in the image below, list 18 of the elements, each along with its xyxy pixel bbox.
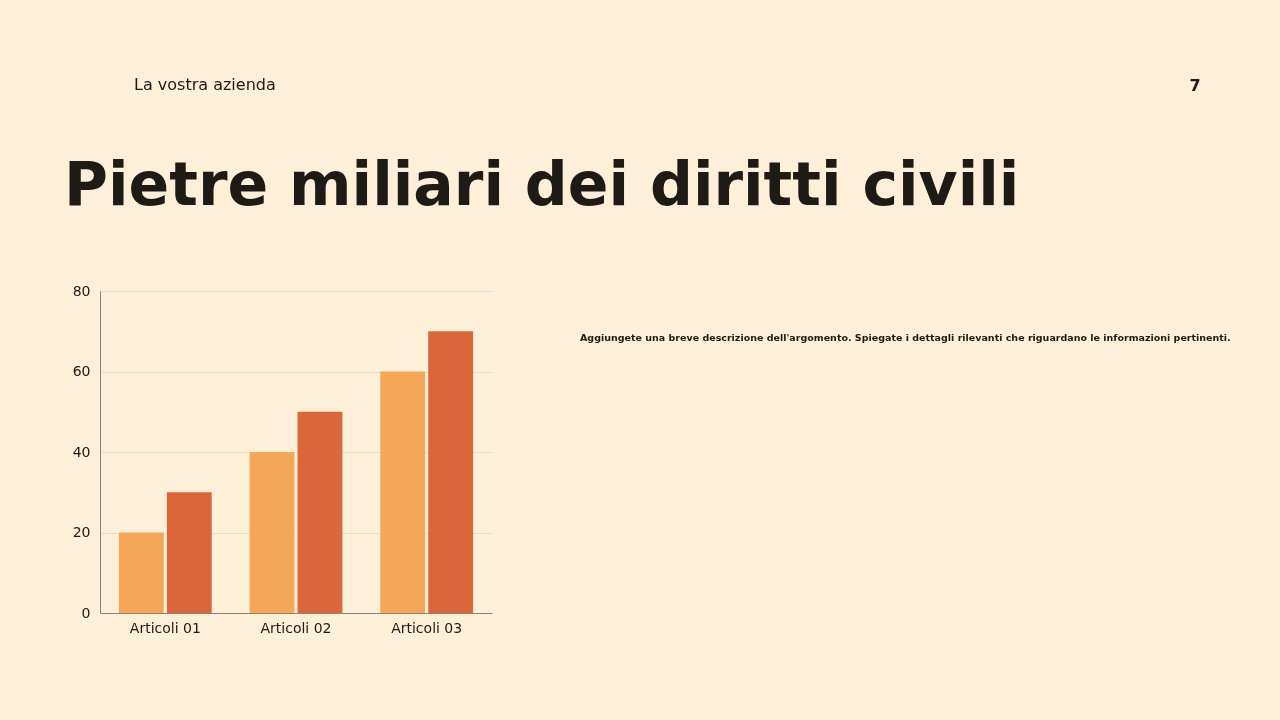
- x-tick-label: Articoli 02: [260, 619, 332, 636]
- y-tick-label: 60: [72, 363, 91, 379]
- y-tick-label: 80: [72, 282, 91, 299]
- x-tick-label: Articoli 01: [129, 619, 201, 636]
- text: Aggiungete una breve descrizione dell'argomento. Spiegate i dettagli rilevanti che riguardano le informazioni pertinenti.: [580, 332, 1231, 343]
- text: 7: [1189, 76, 1201, 95]
- y-tick-label: 0: [81, 604, 91, 621]
- bar: [166, 492, 212, 613]
- y-tick-label: 20: [72, 524, 91, 540]
- bar: [297, 411, 343, 613]
- bar: [249, 452, 295, 613]
- y-tick-label: 40: [72, 443, 91, 460]
- text: La vostra azienda: [134, 75, 276, 94]
- x-tick-label: Articoli 03: [391, 619, 463, 636]
- bar: [118, 532, 164, 613]
- bar: [380, 371, 426, 613]
- bar: [428, 331, 474, 613]
- chart-title: Pietre miliari dei diritti civili: [64, 149, 1020, 219]
